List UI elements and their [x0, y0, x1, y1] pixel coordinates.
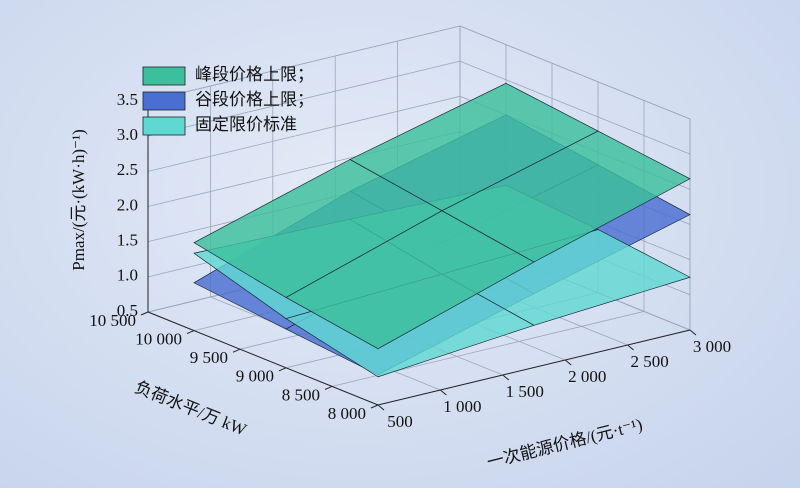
- x-tick-label: 1 000: [443, 397, 481, 416]
- y-tick-label: 10 500: [89, 311, 136, 330]
- x-tick-label: 2 500: [630, 352, 668, 371]
- x-tick-label: 2 000: [568, 367, 606, 386]
- x-tick: [627, 344, 634, 351]
- y-tick: [186, 330, 195, 335]
- y-tick-label: 10 000: [135, 330, 182, 349]
- y-tick-label: 8 000: [328, 404, 366, 423]
- y-tick: [232, 348, 241, 353]
- z-axis-label: Pmax/(元·(kW·h)⁻¹): [69, 129, 88, 271]
- z-tick-label: 3.5: [117, 90, 138, 109]
- legend-swatch: [142, 116, 186, 136]
- x-tick-label: 500: [387, 412, 413, 431]
- y-tick: [140, 311, 149, 316]
- y-tick-label: 9 500: [190, 348, 228, 367]
- legend-label: 固定限价标准: [195, 115, 297, 134]
- x-tick-label: 3 000: [693, 337, 731, 356]
- x-tick: [377, 404, 385, 411]
- x-axis-label: 一次能源价格/(元·t⁻¹): [485, 415, 644, 472]
- x-tick: [502, 374, 510, 381]
- y-tick: [324, 385, 333, 390]
- z-tick-label: 1.5: [117, 231, 138, 250]
- z-tick-label: 1.0: [117, 266, 138, 285]
- surface-patch: [349, 82, 599, 212]
- z-tick-label: 0.5: [117, 301, 138, 320]
- y-tick-label: 8 500: [282, 385, 320, 404]
- legend-label: 峰段价格上限；: [195, 65, 314, 84]
- legend-swatch: [142, 66, 186, 86]
- y-tick: [370, 404, 379, 409]
- y-axis-label: 负荷水平/万 kW: [132, 378, 250, 440]
- x-tick-label: 1 500: [506, 382, 544, 401]
- legend-swatch: [142, 91, 186, 111]
- axis-line: [147, 101, 691, 406]
- z-tick-label: 2.0: [117, 195, 138, 214]
- y-tick-label: 9 000: [236, 367, 274, 386]
- legend-label: 谷段价格上限；: [195, 90, 314, 109]
- z-tick-label: 2.5: [117, 160, 138, 179]
- x-tick: [689, 329, 697, 336]
- y-tick: [278, 367, 287, 372]
- z-tick-label: 3.0: [117, 125, 138, 144]
- x-tick: [440, 389, 447, 396]
- x-tick: [564, 359, 572, 366]
